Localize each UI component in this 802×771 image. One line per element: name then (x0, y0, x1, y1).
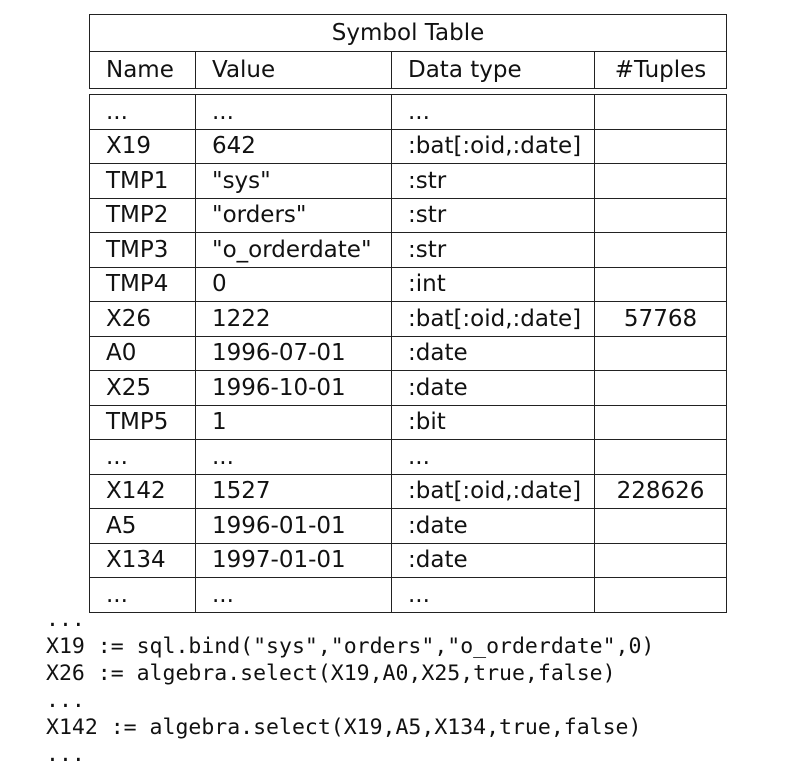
table-row: X19 642:bat[:oid,:date] (89, 128, 728, 164)
data-type-cell: :str (391, 232, 595, 268)
column-header-value: Value (195, 51, 392, 89)
data-type-cell: :date (391, 335, 595, 371)
table-row: ......... (89, 439, 728, 475)
value-cell: 0 (195, 266, 392, 302)
table-row: A5 1996-01-01:date (89, 508, 728, 544)
data-type-cell: ... (391, 439, 595, 475)
table-row: TMP3 "o_orderdate":str (89, 232, 728, 268)
code-line: X26 := algebra.select(X19,A0,X25,true,fa… (46, 661, 616, 686)
column-header-name: Name (89, 51, 196, 89)
table-body: ......... X19 642:bat[:oid,:date] TMP1 "sys"… (89, 94, 728, 613)
tuples-cell (593, 542, 728, 578)
value-cell: 1996-07-01 (195, 335, 392, 371)
table-row: A0 1996-07-01:date (89, 335, 728, 371)
name-cell: A0 (89, 335, 196, 371)
tuples-cell (593, 128, 728, 164)
name-cell: X142 (89, 473, 196, 509)
table-row: X25 1996-10-01:date (89, 370, 728, 406)
tuples-cell (593, 266, 728, 302)
name-cell: TMP4 (89, 266, 196, 302)
name-cell: X25 (89, 370, 196, 406)
tuples-cell (593, 232, 728, 268)
value-cell: 1997-01-01 (195, 542, 392, 578)
value-cell: ... (195, 439, 392, 475)
table-row: TMP1 "sys":str (89, 163, 728, 199)
name-cell: ... (89, 439, 196, 475)
name-cell: TMP5 (89, 404, 196, 440)
value-cell: ... (195, 577, 392, 613)
table-row: TMP2 "orders":str (89, 197, 728, 233)
data-type-cell: :bat[:oid,:date] (391, 128, 595, 164)
value-cell: 1527 (195, 473, 392, 509)
mal-code-listing: ... X19 := sql.bind("sys","orders","o_ord… (46, 606, 654, 768)
value-cell: "o_orderdate" (195, 232, 392, 268)
data-type-cell: :date (391, 508, 595, 544)
name-cell: ... (89, 94, 196, 130)
tuples-cell (593, 335, 728, 371)
data-type-cell: :bit (391, 404, 595, 440)
table-title: Symbol Table (88, 14, 728, 52)
data-type-cell: :str (391, 197, 595, 233)
table-row: TMP5 1:bit (89, 404, 728, 440)
name-cell: X134 (89, 542, 196, 578)
name-cell: TMP3 (89, 232, 196, 268)
code-line: ... (46, 742, 85, 767)
table-row: X26 1222:bat[:oid,:date] 57768 (89, 301, 728, 337)
data-type-cell: :bat[:oid,:date] (391, 473, 595, 509)
tuples-cell: 57768 (593, 301, 728, 337)
name-cell: A5 (89, 508, 196, 544)
value-cell: 1 (195, 404, 392, 440)
name-cell: ... (89, 577, 196, 613)
table-row: ......... (89, 577, 728, 613)
tuples-cell (593, 197, 728, 233)
tuples-cell (593, 370, 728, 406)
header-gap (89, 88, 727, 95)
data-type-cell: :int (391, 266, 595, 302)
tuples-cell (593, 508, 728, 544)
value-cell: 1996-01-01 (195, 508, 392, 544)
value-cell: 1996-10-01 (195, 370, 392, 406)
name-cell: X19 (89, 128, 196, 164)
column-header-data-type: Data type (391, 51, 595, 89)
value-cell: 1222 (195, 301, 392, 337)
value-cell: 642 (195, 128, 392, 164)
name-cell: TMP1 (89, 163, 196, 199)
table-row: X142 1527:bat[:oid,:date] 228626 (89, 473, 728, 509)
tuples-cell (593, 163, 728, 199)
tuples-cell (593, 439, 728, 475)
data-type-cell: :str (391, 163, 595, 199)
code-line: X142 := algebra.select(X19,A5,X134,true,… (46, 715, 642, 740)
tuples-cell (593, 404, 728, 440)
value-cell: "sys" (195, 163, 392, 199)
data-type-cell: :date (391, 542, 595, 578)
data-type-cell: :bat[:oid,:date] (391, 301, 595, 337)
data-type-cell: :date (391, 370, 595, 406)
tuples-cell (593, 577, 728, 613)
code-line: X19 := sql.bind("sys","orders","o_orderd… (46, 634, 655, 659)
column-header-tuples: #Tuples (593, 51, 728, 89)
value-cell: "orders" (195, 197, 392, 233)
table-row: X134 1997-01-01:date (89, 542, 728, 578)
symbol-table: Symbol Table Name Value Data type #Tuple… (88, 14, 728, 613)
table-row: ......... (89, 94, 728, 130)
tuples-cell: 228626 (593, 473, 728, 509)
code-line: ... (46, 607, 85, 632)
name-cell: X26 (89, 301, 196, 337)
code-line: ... (46, 688, 85, 713)
name-cell: TMP2 (89, 197, 196, 233)
data-type-cell: ... (391, 94, 595, 130)
tuples-cell (593, 94, 728, 130)
value-cell: ... (195, 94, 392, 130)
table-row: TMP4 0:int (89, 266, 728, 302)
